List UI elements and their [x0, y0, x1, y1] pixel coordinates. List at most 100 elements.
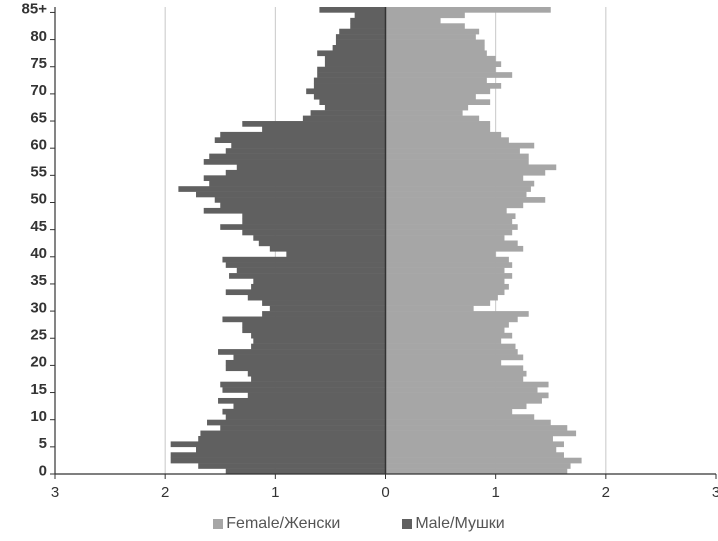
male-bar-age-34 [251, 283, 386, 290]
bars [170, 7, 582, 475]
male-bar-age-18 [247, 370, 386, 377]
male-bar-age-62 [220, 131, 386, 138]
male-bar-age-3 [170, 452, 386, 458]
male-bar-age-59 [225, 148, 386, 154]
female-bar-age-66 [385, 110, 463, 116]
female-bar-age-7 [385, 430, 577, 437]
male-bar-age-80 [335, 34, 386, 40]
legend-label-male: Male/Мушки [415, 515, 505, 532]
male-bar-age-41 [269, 245, 386, 252]
male-bar-age-71 [313, 83, 386, 89]
x-tick-label: 2 [602, 484, 610, 501]
male-bar-age-49 [220, 202, 386, 209]
female-bar-age-35 [385, 278, 505, 285]
y-axis-tick-labels: 0 5 10 15 20 25 30 35 40 45 50 55 60 65 70 75 80 85+ [22, 1, 48, 480]
female-bar-age-54 [385, 175, 524, 182]
female-bar-age-14 [385, 392, 549, 399]
male-bar-age-81 [339, 28, 386, 35]
female-bar-age-65 [385, 115, 480, 122]
female-bar-age-70 [385, 88, 491, 95]
female-bar-age-59 [385, 148, 520, 154]
male-bar-age-72 [313, 77, 386, 84]
male-bar-age-53 [209, 180, 386, 187]
female-bar-age-34 [385, 283, 509, 290]
male-bar-age-57 [203, 159, 386, 165]
female-bar-age-3 [385, 452, 564, 458]
male-bar-age-15 [222, 387, 386, 393]
female-bar-age-10 [385, 414, 535, 420]
female-bar-age-23 [385, 343, 516, 350]
female-bar-age-52 [385, 186, 531, 192]
female-bar-age-85+ [385, 7, 551, 13]
female-bar-age-64 [385, 121, 491, 127]
female-bar-age-11 [385, 408, 513, 415]
y-tick-label: 80 [30, 28, 47, 45]
female-bar-age-69 [385, 93, 476, 100]
female-bar-age-62 [385, 131, 502, 138]
female-bar-age-36 [385, 273, 513, 279]
male-bar-age-35 [253, 278, 386, 285]
legend-label-female: Female/Женски [226, 515, 341, 532]
y-tick-label: 30 [30, 299, 47, 316]
legend-item-female: Female/Женски [213, 515, 340, 533]
y-tick-label: 15 [30, 381, 47, 398]
male-bar-age-20 [225, 359, 386, 366]
male-bar-age-85+ [319, 7, 386, 13]
male-bar-age-55 [225, 169, 386, 176]
male-bar-age-28 [222, 316, 386, 323]
male-bar-age-33 [225, 289, 386, 296]
x-tick-label: 0 [381, 484, 389, 501]
female-bar-age-39 [385, 256, 509, 263]
female-bar-age-60 [385, 142, 535, 149]
female-bar-age-58 [385, 153, 529, 160]
female-bar-age-28 [385, 316, 518, 323]
female-bar-age-83 [385, 17, 441, 24]
male-bar-age-36 [229, 273, 386, 279]
male-bar-age-25 [251, 332, 386, 339]
male-bar-age-66 [310, 110, 386, 116]
y-tick-label: 25 [30, 326, 47, 343]
male-bar-age-82 [350, 23, 386, 29]
y-tick-label: 70 [30, 82, 47, 99]
female-bar-age-46 [385, 218, 513, 225]
legend-item-male: Male/Мушки [402, 515, 505, 533]
female-bar-age-53 [385, 180, 535, 187]
female-bar-age-0 [385, 468, 568, 475]
male-bar-age-76 [324, 55, 386, 62]
female-bar-age-5 [385, 441, 564, 448]
male-bar-age-42 [258, 240, 386, 247]
x-tick-label: 1 [491, 484, 499, 501]
male-bar-age-24 [253, 338, 386, 344]
male-bar-age-26 [242, 327, 386, 334]
male-bar-age-68 [319, 99, 386, 105]
male-bar-age-27 [242, 321, 386, 328]
x-tick-label: 3 [51, 484, 59, 501]
female-bar-age-12 [385, 403, 527, 410]
female-bar-age-81 [385, 28, 480, 35]
y-tick-label: 50 [30, 191, 47, 208]
male-bar-age-65 [302, 115, 386, 122]
female-bar-age-21 [385, 354, 524, 361]
male-bar-age-70 [306, 88, 386, 95]
female-bar-age-26 [385, 327, 505, 334]
x-tick-label: 1 [271, 484, 279, 501]
y-tick-label: 75 [30, 55, 47, 72]
male-bar-age-10 [225, 414, 386, 420]
male-bar-age-58 [209, 153, 386, 160]
female-bar-age-8 [385, 425, 568, 431]
female-bar-age-22 [385, 349, 518, 355]
female-bar-age-6 [385, 435, 553, 442]
male-bar-age-12 [233, 403, 386, 410]
male-bar-age-77 [317, 50, 386, 57]
female-bar-age-42 [385, 240, 518, 247]
female-bar-age-24 [385, 338, 502, 344]
male-bar-age-14 [247, 392, 386, 399]
x-axis-tick-labels: 3 2 1 0 1 2 3 [51, 484, 718, 501]
female-bar-age-17 [385, 376, 524, 382]
female-bar-age-29 [385, 311, 529, 317]
male-bar-age-5 [170, 441, 386, 448]
male-bar-age-38 [225, 262, 386, 268]
female-bar-age-49 [385, 202, 524, 209]
female-bar-age-84 [385, 12, 465, 19]
